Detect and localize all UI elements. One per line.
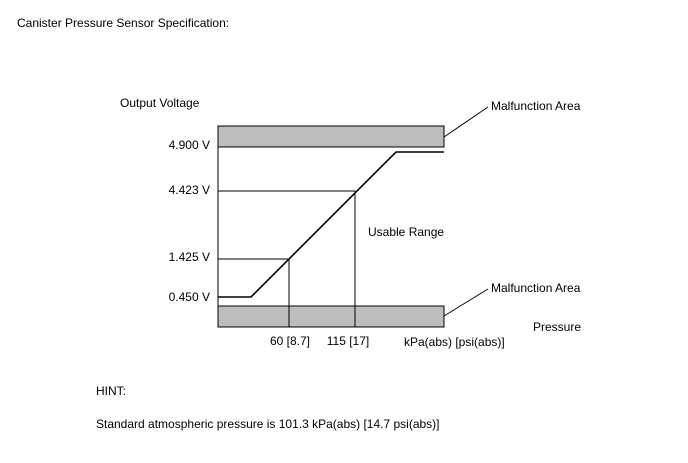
hint-text: Standard atmospheric pressure is 101.3 k… [96,417,440,431]
voltage-label: 4.900 V [169,138,210,152]
pressure-label: 60 [8.7] [270,334,310,348]
region-label: Malfunction Area [491,99,581,113]
leader-line [443,106,489,138]
voltage-label: 1.425 V [169,250,210,264]
voltage-label: 4.423 V [169,183,210,197]
usable-range-label: Usable Range [368,225,444,239]
lower-malfunction-band [217,305,445,328]
pressure-label: 115 [17] [327,334,369,348]
y-axis-label: Output Voltage [120,96,200,110]
leader-line [443,288,489,317]
x-unit: kPa(abs) [psi(abs)] [404,335,505,349]
upper-malfunction-band [217,125,445,148]
title: Canister Pressure Sensor Specification: [17,16,229,30]
x-axis-label: Pressure [533,320,581,334]
hint-title: HINT: [96,384,126,398]
voltage-label: 0.450 V [169,290,210,304]
output-curve [218,151,444,298]
region-label: Malfunction Area [491,281,581,295]
